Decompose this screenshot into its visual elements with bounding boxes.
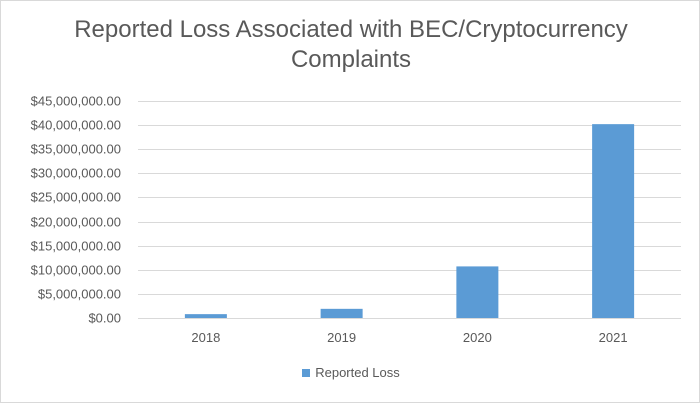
y-tick-label: $10,000,000.00 bbox=[31, 263, 121, 278]
chart-legend: Reported Loss bbox=[1, 365, 700, 380]
y-tick-label: $25,000,000.00 bbox=[31, 190, 121, 205]
bar bbox=[184, 314, 227, 318]
y-tick-label: $5,000,000.00 bbox=[38, 287, 121, 302]
bar bbox=[456, 266, 499, 318]
y-tick-label: $45,000,000.00 bbox=[31, 94, 121, 109]
bar bbox=[320, 308, 363, 318]
y-tick-label: $40,000,000.00 bbox=[31, 118, 121, 133]
x-tick-label: 2021 bbox=[599, 330, 628, 345]
y-tick-label: $0.00 bbox=[88, 311, 121, 326]
x-tick-label: 2018 bbox=[191, 330, 220, 345]
legend-swatch bbox=[302, 368, 311, 377]
y-tick-label: $15,000,000.00 bbox=[31, 239, 121, 254]
x-tick-label: 2019 bbox=[327, 330, 356, 345]
x-tick-label: 2020 bbox=[463, 330, 492, 345]
y-tick-label: $35,000,000.00 bbox=[31, 142, 121, 157]
chart-title-line-2: Complaints bbox=[290, 46, 412, 73]
y-tick-label: $20,000,000.00 bbox=[31, 215, 121, 230]
legend-label: Reported Loss bbox=[315, 365, 400, 380]
bar bbox=[592, 124, 635, 318]
y-tick-label: $30,000,000.00 bbox=[31, 166, 121, 181]
chart-title-line-1: Reported Loss Associated with BEC/Crypto… bbox=[74, 16, 628, 43]
chart-title: Reported Loss Associated with BEC/Crypto… bbox=[1, 15, 700, 75]
